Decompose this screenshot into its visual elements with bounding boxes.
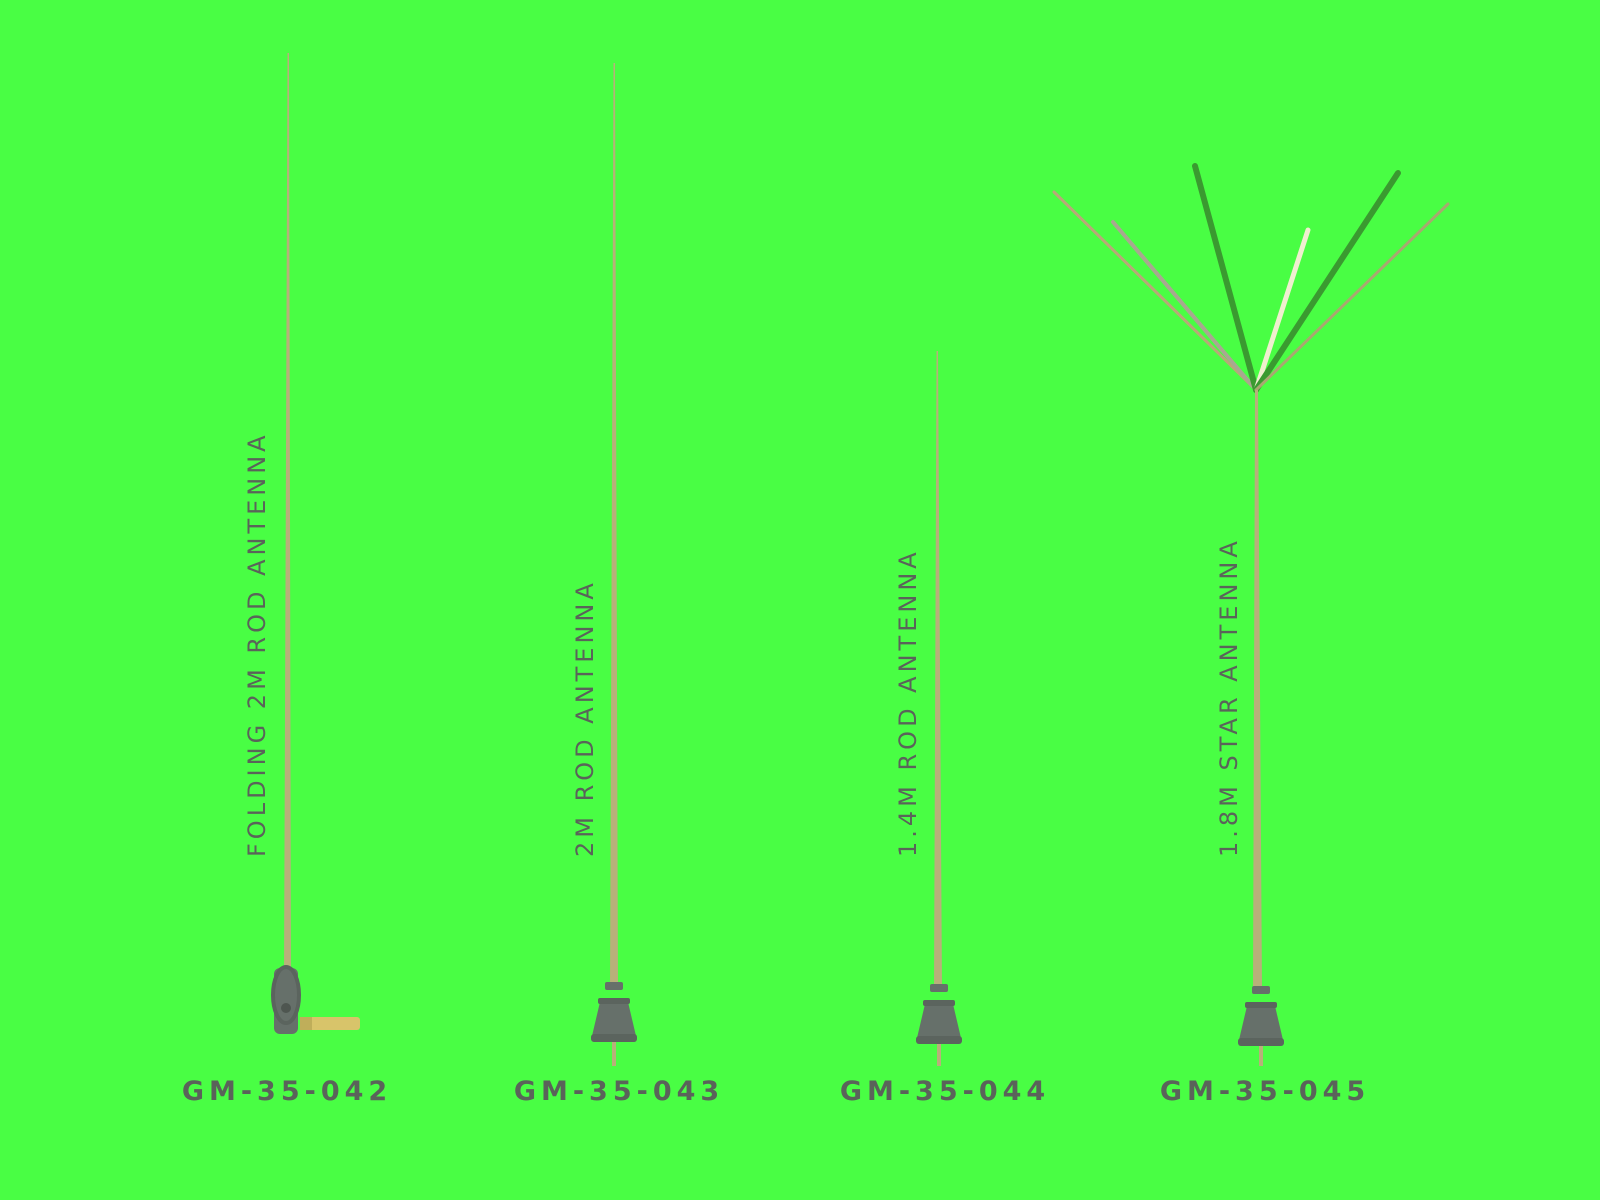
antenna-gm-35-045: 1.8M STAR ANTENNA GM-35-045 <box>1052 163 1450 1107</box>
antenna-gm-35-043: 2M ROD ANTENNA GM-35-043 <box>514 63 724 1107</box>
product-code: GM-35-042 <box>182 1076 392 1107</box>
rod <box>610 63 618 990</box>
rod <box>1253 390 1262 990</box>
product-label: 1.8M STAR ANTENNA <box>1215 537 1243 857</box>
product-code: GM-35-045 <box>1160 1076 1370 1107</box>
rod <box>934 351 942 990</box>
product-label: 2M ROD ANTENNA <box>571 579 599 857</box>
product-code: GM-35-044 <box>840 1076 1050 1107</box>
product-label: 1.4M ROD ANTENNA <box>894 548 922 857</box>
star-ribs <box>1052 163 1450 393</box>
rod <box>284 53 291 975</box>
mount-base <box>591 982 637 1042</box>
product-label: FOLDING 2M ROD ANTENNA <box>243 431 271 857</box>
folding-hinge-base <box>271 965 360 1034</box>
antenna-gm-35-044: 1.4M ROD ANTENNA GM-35-044 <box>840 351 1050 1107</box>
mount-base <box>1238 986 1284 1046</box>
antenna-gm-35-042: FOLDING 2M ROD ANTENNA GM-35-042 <box>182 53 392 1107</box>
mount-base <box>916 984 962 1044</box>
product-code: GM-35-043 <box>514 1076 724 1107</box>
